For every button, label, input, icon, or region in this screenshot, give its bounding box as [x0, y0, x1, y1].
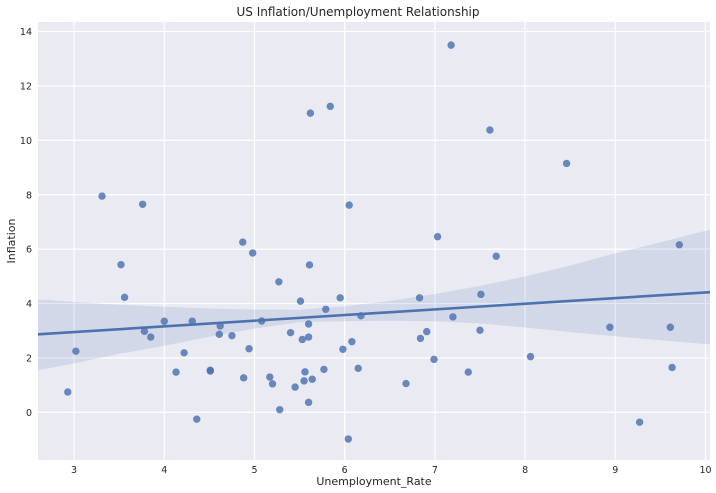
data-point — [286, 328, 295, 337]
plot-area — [38, 22, 710, 460]
data-point — [486, 126, 494, 134]
x-axis-ticks: 3 4 5 6 7 8 9 10 — [71, 465, 711, 476]
data-point — [354, 364, 362, 373]
data-point — [266, 373, 274, 381]
y-tick-label: 14 — [20, 27, 32, 38]
data-point — [449, 313, 457, 321]
data-point — [245, 345, 253, 353]
confidence-band-layer — [38, 229, 710, 371]
x-tick-label: 5 — [251, 465, 257, 476]
data-point — [98, 192, 106, 200]
data-point — [206, 367, 214, 375]
data-point — [345, 201, 353, 209]
data-point — [301, 368, 309, 376]
data-point — [344, 435, 352, 443]
data-point — [308, 375, 316, 383]
plot-background — [38, 22, 710, 460]
data-point — [339, 345, 347, 353]
data-point — [180, 349, 188, 357]
data-point — [228, 331, 236, 340]
data-point — [300, 377, 308, 385]
data-point — [160, 317, 168, 325]
data-point — [635, 418, 644, 426]
data-point — [666, 323, 675, 331]
regression-line — [37, 290, 711, 336]
data-point — [64, 388, 72, 396]
data-point — [423, 327, 431, 336]
data-point — [304, 333, 313, 341]
data-point — [675, 241, 684, 249]
y-tick-label: 6 — [26, 245, 32, 256]
data-point — [239, 374, 248, 382]
x-tick-label: 8 — [522, 465, 528, 476]
data-point — [492, 252, 500, 260]
data-point — [248, 249, 257, 257]
data-point — [402, 379, 410, 388]
data-point — [215, 330, 224, 339]
x-tick-label: 3 — [71, 465, 77, 476]
data-point — [430, 355, 438, 364]
y-tick-label: 12 — [20, 81, 32, 92]
y-axis-ticks: 0 2 4 6 8 10 12 14 — [20, 27, 32, 419]
data-point — [117, 260, 125, 269]
x-tick-label: 6 — [342, 465, 348, 476]
data-point — [447, 41, 455, 49]
y-tick-label: 2 — [26, 353, 32, 364]
data-point — [298, 335, 306, 344]
data-points — [64, 41, 684, 443]
x-tick-label: 9 — [612, 465, 618, 476]
data-point — [275, 278, 283, 286]
data-point — [291, 383, 299, 391]
data-point — [526, 352, 535, 361]
data-point — [320, 365, 328, 374]
data-point — [138, 200, 147, 208]
data-point — [239, 238, 247, 246]
data-point — [268, 380, 277, 388]
x-axis-label: Unemployment_Rate — [316, 475, 432, 488]
data-point — [562, 159, 571, 168]
data-point — [72, 347, 80, 355]
data-point — [477, 290, 485, 299]
data-point — [668, 363, 676, 372]
y-tick-label: 8 — [26, 190, 32, 201]
data-point — [416, 334, 425, 343]
data-point — [322, 305, 330, 313]
regression-line-layer — [37, 290, 711, 336]
chart-title: US Inflation/Unemployment Relationship — [236, 5, 479, 19]
data-point — [304, 320, 313, 328]
data-point — [305, 261, 314, 269]
data-point — [304, 398, 313, 407]
x-tick-label: 10 — [699, 465, 711, 476]
data-point — [476, 326, 484, 334]
data-point — [120, 293, 129, 302]
data-point — [172, 368, 180, 376]
data-point — [336, 294, 344, 302]
data-point — [296, 297, 305, 305]
x-tick-label: 4 — [161, 465, 167, 476]
y-axis-label: Inflation — [5, 219, 18, 264]
data-point — [415, 294, 424, 302]
y-tick-label: 4 — [26, 299, 32, 310]
data-point — [306, 109, 315, 117]
y-tick-label: 10 — [20, 136, 32, 147]
data-point — [326, 102, 334, 111]
data-point — [606, 323, 614, 331]
x-tick-label: 7 — [432, 465, 438, 476]
grid-lines — [38, 22, 710, 460]
data-point — [464, 368, 472, 376]
confidence-band — [38, 229, 710, 371]
data-point — [433, 232, 442, 241]
data-point — [348, 337, 356, 346]
y-tick-label: 0 — [26, 408, 32, 419]
data-point — [147, 333, 155, 341]
data-point — [140, 327, 149, 336]
data-point — [188, 317, 196, 325]
data-point — [276, 405, 284, 414]
data-point — [193, 415, 201, 423]
